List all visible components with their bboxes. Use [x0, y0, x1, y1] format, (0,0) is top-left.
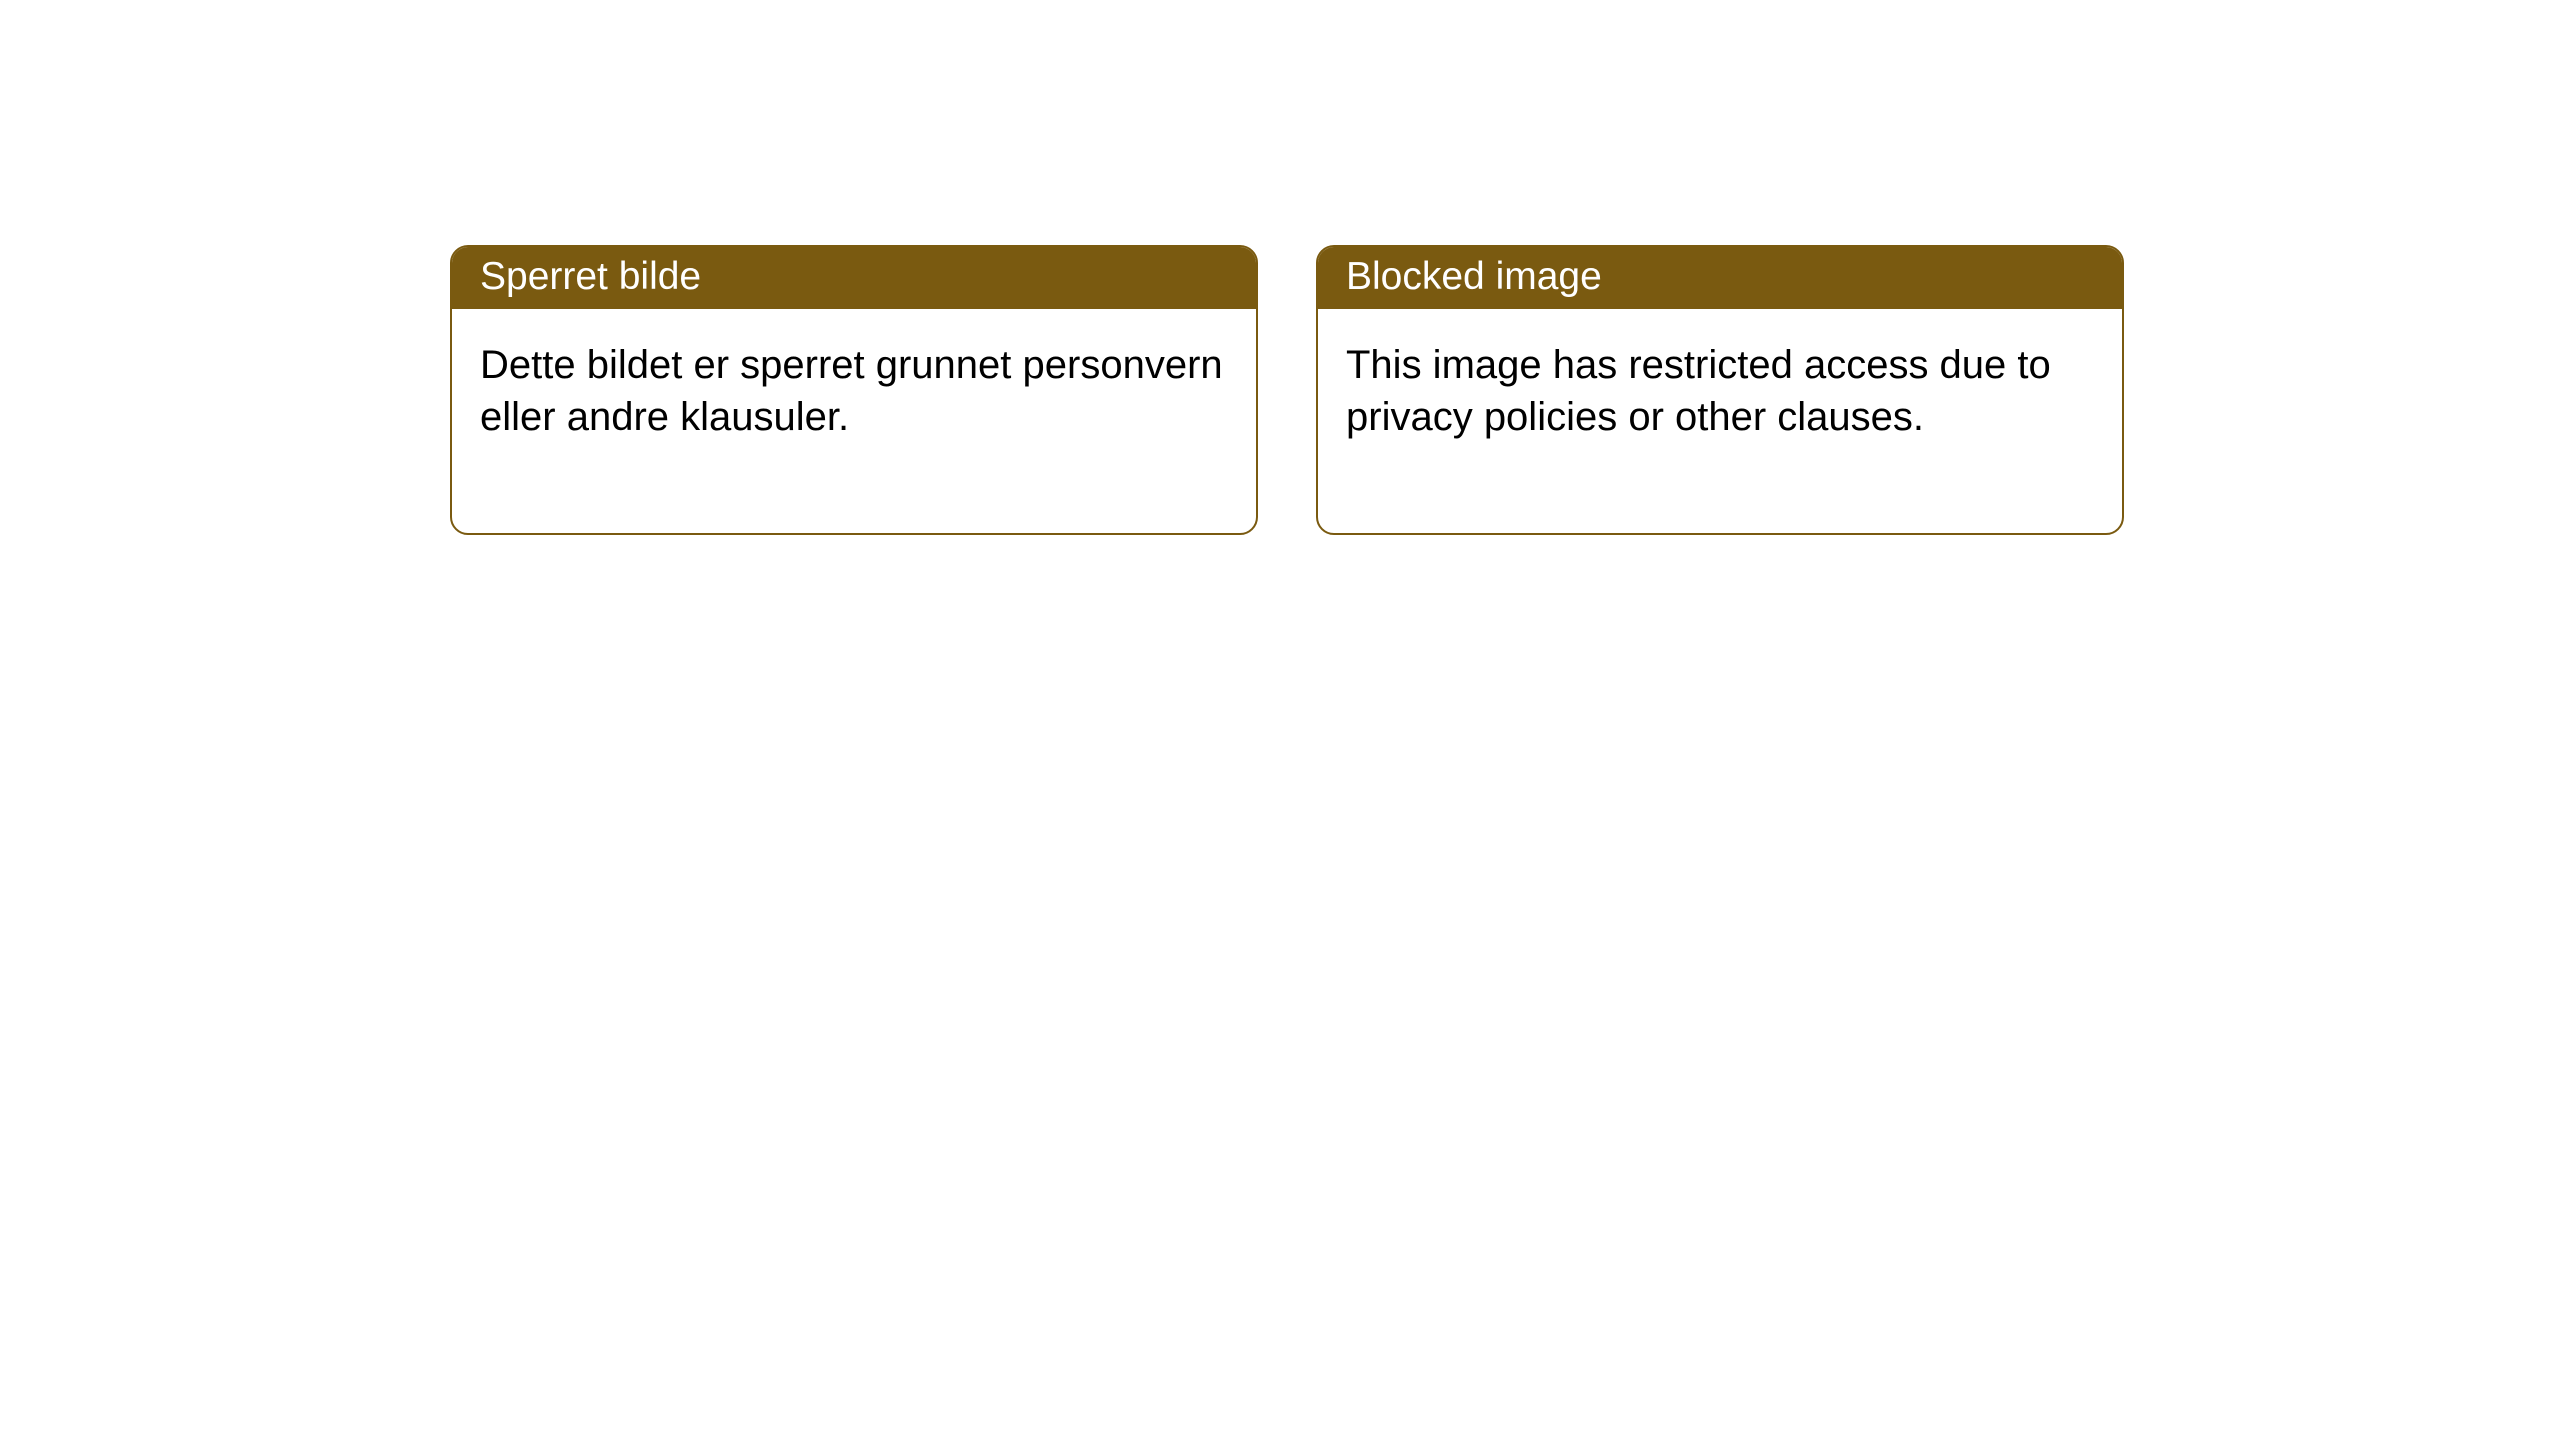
notice-card-norwegian: Sperret bilde Dette bildet er sperret gr… [450, 245, 1258, 535]
notice-header: Blocked image [1318, 247, 2122, 309]
notice-body: This image has restricted access due to … [1318, 309, 2122, 533]
notice-body: Dette bildet er sperret grunnet personve… [452, 309, 1256, 533]
notice-cards-container: Sperret bilde Dette bildet er sperret gr… [0, 0, 2560, 535]
notice-card-english: Blocked image This image has restricted … [1316, 245, 2124, 535]
notice-header: Sperret bilde [452, 247, 1256, 309]
